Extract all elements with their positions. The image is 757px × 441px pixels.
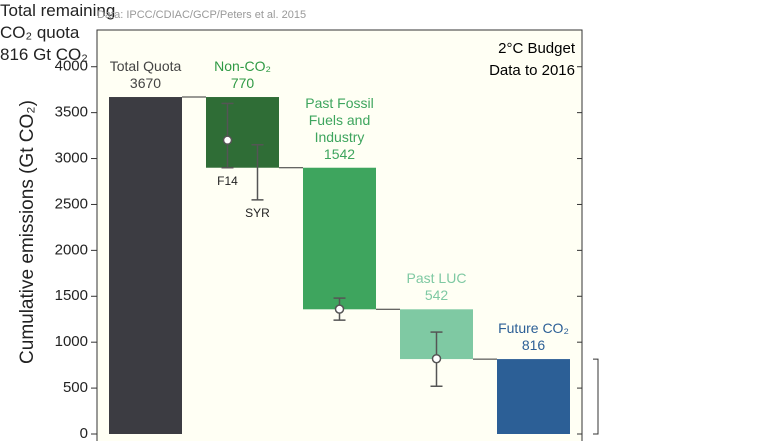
bracket-line: Total remaining (0, 1, 116, 20)
source: Data: IPCC/CDIAC/GCP/Peters et al. 2015 (97, 9, 307, 21)
bracket-line: 816 Gt CO₂ (0, 45, 88, 64)
bar (303, 167, 376, 310)
bracket (593, 358, 599, 435)
y-tick-label: 1000 (55, 333, 88, 350)
y-axis-label: Cumulative emissions (Gt CO₂) (17, 100, 38, 364)
y-tick-label: 4000 (55, 58, 88, 75)
y-tick-label: 3000 (55, 150, 88, 167)
bar (206, 97, 279, 168)
error-center (222, 135, 233, 145)
y-tick-label: 500 (63, 379, 88, 396)
bar-label: Non-CO₂ 770 (193, 58, 293, 92)
bracket-text: Total remaining CO₂ quota 816 Gt CO₂ (0, 0, 757, 66)
y-tick-label: 1500 (55, 287, 88, 304)
value-label: 542 (424, 287, 449, 304)
annotation-line: 2°C Budget (498, 40, 575, 57)
category-label: Total Quota (109, 58, 182, 75)
bar-label: Past LUC 542 (387, 270, 487, 304)
category-label: Non-CO₂ (214, 58, 271, 75)
bar-label: Past Fossil Fuels and Industry 1542 (290, 95, 390, 163)
error-label: F14 (217, 174, 238, 188)
y-tick-label: 3500 (55, 104, 88, 121)
category-label: Past LUC (406, 270, 467, 287)
annotation-line: Data to 2016 (489, 62, 575, 79)
annotation: 2°C Budget Data to 2016 (489, 38, 575, 82)
category-label: Past Fossil Fuels and Industry (305, 94, 374, 145)
value-label: 3670 (129, 75, 162, 92)
bar-label: Total Quota 3670 (96, 58, 196, 92)
y-tick-label: 2000 (55, 241, 88, 258)
bar-label: Future CO₂ 816 (484, 320, 584, 354)
value-label: 770 (230, 75, 255, 92)
error-center (334, 304, 345, 314)
y-tick-label: 0 (80, 425, 88, 441)
value-label: 816 (521, 337, 546, 354)
bracket-line: CO₂ quota (0, 23, 80, 42)
error-label: SYR (245, 206, 270, 220)
bar (109, 97, 182, 434)
value-label: 1542 (323, 145, 356, 162)
y-tick-label: 2500 (55, 195, 88, 212)
bar (497, 359, 570, 434)
error-center (431, 353, 442, 364)
category-label: Future CO₂ (498, 320, 569, 337)
